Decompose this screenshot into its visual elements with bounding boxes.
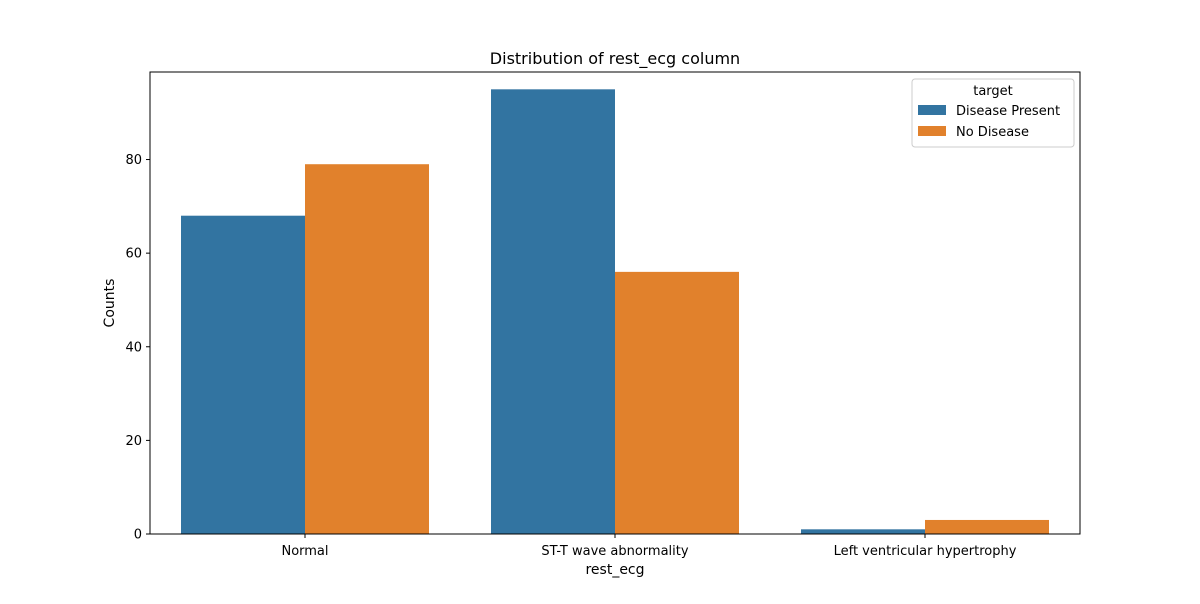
x-axis-label: rest_ecg bbox=[585, 562, 644, 578]
x-tick-label: Normal bbox=[281, 544, 328, 559]
y-tick-label: 60 bbox=[125, 247, 142, 262]
legend-box bbox=[911, 78, 1075, 148]
legend-title: target bbox=[973, 84, 1013, 99]
bar-disease-present-2 bbox=[801, 529, 925, 534]
bar-no-disease-2 bbox=[925, 519, 1049, 534]
legend-swatch bbox=[918, 126, 946, 136]
plot-frame bbox=[149, 71, 1081, 535]
legend-label: Disease Present bbox=[956, 104, 1060, 119]
bar-no-disease-1 bbox=[615, 271, 739, 534]
x-tick-label: Left ventricular hypertrophy bbox=[834, 544, 1017, 559]
y-tick-label: 20 bbox=[125, 434, 142, 449]
legend: target Disease Present No Disease bbox=[911, 78, 1075, 148]
x-tick-label: ST-T wave abnormality bbox=[541, 544, 688, 559]
legend-label: No Disease bbox=[956, 125, 1029, 140]
y-tick-label: 0 bbox=[134, 528, 142, 543]
bar-disease-present-0 bbox=[181, 215, 305, 534]
bar-disease-present-1 bbox=[491, 89, 615, 534]
bars-layer bbox=[181, 89, 1049, 534]
y-tick-label: 40 bbox=[125, 340, 142, 355]
bar-no-disease-0 bbox=[305, 164, 429, 534]
legend-swatch bbox=[918, 105, 946, 115]
y-tick-label: 80 bbox=[125, 153, 142, 168]
y-axis-label: Counts bbox=[102, 279, 118, 328]
chart-title: Distribution of rest_ecg column bbox=[490, 49, 740, 69]
axes-layer: Normal ST-T wave abnormality Left ventricu… bbox=[125, 71, 1081, 559]
